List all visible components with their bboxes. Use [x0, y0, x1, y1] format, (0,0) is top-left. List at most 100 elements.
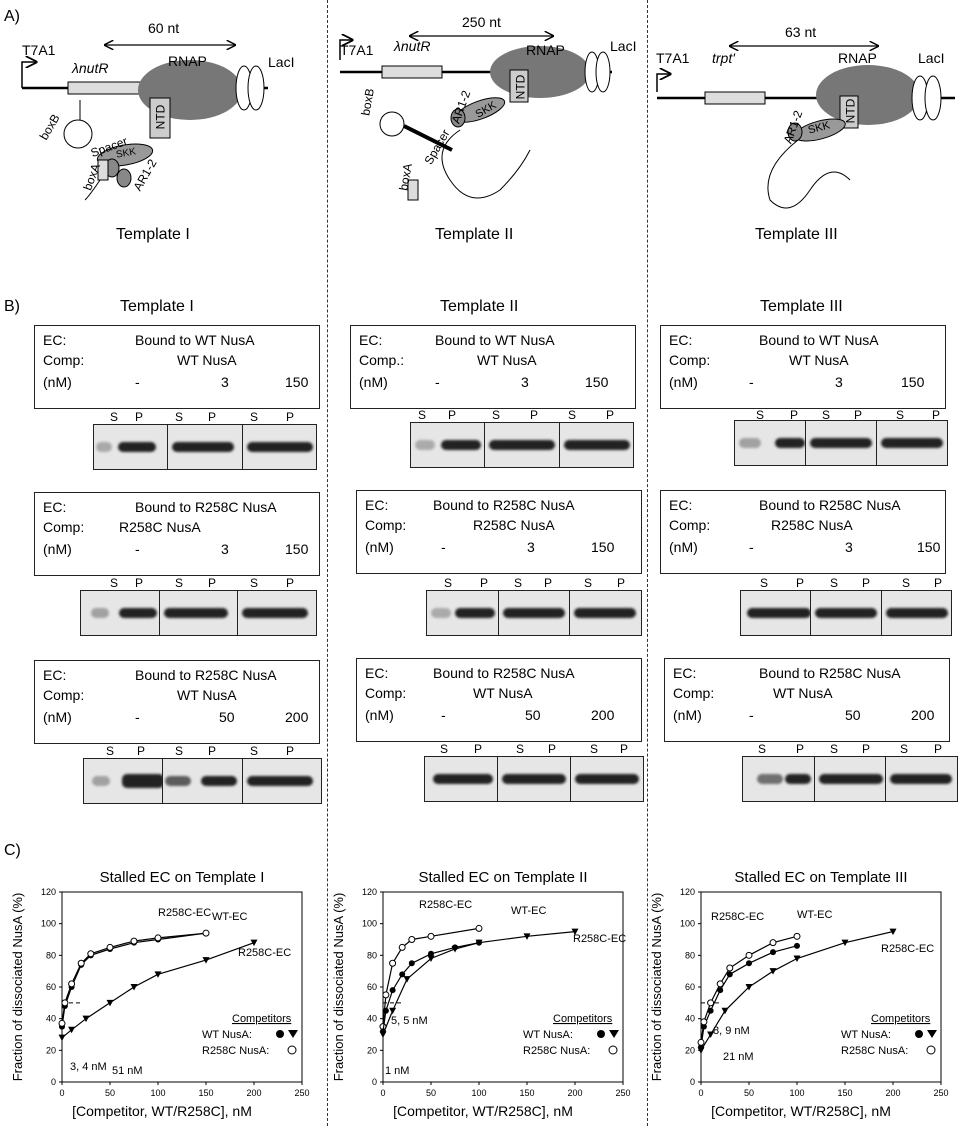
comp-value: WT NusA	[177, 352, 237, 368]
x-axis-label: [Competitor, WT/R258C], nM	[711, 1103, 891, 1119]
template-ii-promoter: T7A1	[340, 42, 374, 58]
data-point	[202, 957, 210, 964]
data-point	[87, 950, 95, 958]
template-ii-caption: Template II	[435, 226, 514, 243]
ec-label: EC:	[669, 332, 693, 348]
data-point	[769, 939, 777, 947]
data-point	[77, 959, 85, 967]
data-point	[389, 1007, 397, 1015]
data-point	[58, 1019, 66, 1027]
data-point	[745, 951, 753, 959]
legend-r258c-circle	[287, 1045, 297, 1055]
lane-p: P	[617, 576, 626, 590]
x-tick-label: 50	[426, 1088, 436, 1098]
ec-value: Bound to R258C NusA	[135, 499, 277, 515]
nm-label: (nM)	[669, 539, 698, 555]
conc-2: 150	[901, 374, 925, 390]
conc-1: 50	[219, 709, 235, 725]
x-tick-label: 50	[105, 1088, 115, 1098]
conc-0: -	[435, 374, 440, 390]
y-axis-label: Fraction of dissociated NusA (%)	[331, 893, 346, 1082]
data-point	[130, 984, 138, 991]
data-point	[770, 949, 776, 956]
kd-label: 1 nM	[385, 1065, 409, 1077]
x-tick-label: 150	[519, 1088, 534, 1098]
curve-annotation: WT-EC	[797, 909, 832, 921]
nm-label: (nM)	[365, 539, 394, 555]
lane-s: S	[440, 742, 449, 756]
data-point	[697, 1038, 705, 1046]
y-tick-label: 80	[46, 950, 56, 960]
comp-label: Comp:	[669, 517, 711, 533]
conc-0: -	[749, 707, 754, 723]
lane-s: S	[250, 410, 259, 424]
ec-label: EC:	[365, 497, 389, 513]
lane-p: P	[790, 408, 799, 422]
data-point	[700, 1018, 708, 1026]
panel-label-a: A)	[4, 8, 20, 25]
data-point	[82, 1015, 90, 1023]
y-tick-label: 100	[41, 919, 56, 929]
lane-s: S	[110, 410, 119, 424]
gel-t2-r2	[426, 590, 642, 636]
chart-template-ii: Stalled EC on Template II 0 20 40 60 80 100 120…	[323, 868, 643, 1126]
legend-wt-circle	[597, 1030, 605, 1038]
template-i-distance: 60 nt	[148, 20, 180, 36]
conc-2: 150	[917, 539, 941, 555]
ec-label: EC:	[673, 665, 697, 681]
template-iii-rnap: RNAP	[838, 50, 877, 66]
gel-box-t3-r3: EC: Bound to R258C NusA Comp: WT NusA (n…	[664, 658, 950, 742]
lane-s: S	[758, 742, 767, 756]
lane-p: P	[934, 576, 943, 590]
lane-p: P	[448, 408, 457, 422]
data-point	[697, 1047, 705, 1054]
data-point	[841, 939, 849, 947]
lane-p: P	[208, 576, 217, 590]
chart-template-iii: Stalled EC on Template III 0 20 40 60 80 100 12…	[643, 868, 963, 1126]
data-point	[389, 959, 397, 967]
gel-box-t2-r2: EC: Bound to R258C NusA Comp: R258C NusA…	[356, 490, 642, 574]
data-point	[427, 955, 435, 962]
lane-s: S	[250, 576, 259, 590]
conc-2: 150	[585, 374, 609, 390]
data-point	[707, 1007, 714, 1014]
gel-t3-r3	[742, 756, 958, 802]
lane-s: S	[250, 744, 259, 758]
fit-curve	[382, 942, 480, 1032]
data-point	[250, 939, 258, 947]
conc-1: 50	[845, 707, 861, 723]
y-tick-label: 20	[46, 1045, 56, 1055]
legend-r258c: R258C NusA:	[202, 1045, 269, 1057]
comp-value: R258C NusA	[119, 519, 201, 535]
conc-2: 200	[285, 709, 309, 725]
panel-c: Stalled EC on Template I 0 20 40 60 80 100 120 0…	[0, 868, 963, 1126]
legend-r258c-circle	[926, 1045, 936, 1055]
ec-value: Bound to WT NusA	[759, 332, 879, 348]
gel-box-t3-r1: EC: Bound to WT NusA Comp: WT NusA (nM) …	[660, 325, 946, 409]
data-point	[398, 943, 406, 951]
lane-p: P	[474, 742, 483, 756]
panel-label-b: B)	[4, 298, 20, 315]
data-point	[399, 971, 406, 978]
template-iii-laci: LacI	[918, 50, 945, 66]
comp-label: Comp:	[673, 685, 715, 701]
lane-s: S	[492, 408, 501, 422]
lane-p: P	[135, 576, 144, 590]
data-point	[726, 971, 733, 978]
chart-svg: Stalled EC on Template II 0 20 40 60 80 100 120…	[331, 869, 631, 1119]
comp-label: Comp.:	[359, 352, 405, 368]
y-tick-label: 20	[685, 1045, 695, 1055]
template-i-promoter: T7A1	[22, 42, 56, 58]
x-tick-label: 100	[150, 1088, 165, 1098]
comp-value: WT NusA	[477, 352, 537, 368]
ec-label: EC:	[43, 332, 67, 348]
lane-s: S	[418, 408, 427, 422]
lane-p: P	[286, 410, 295, 424]
data-point	[769, 968, 777, 975]
data-point	[106, 943, 114, 951]
legend-wt-circle	[276, 1030, 284, 1038]
lane-s: S	[902, 576, 911, 590]
panel-b-col2-title: Template II	[440, 298, 519, 315]
gel-box-t1-r1: EC: Bound to WT NusA Comp: WT NusA (nM) …	[34, 325, 320, 409]
conc-0: -	[135, 541, 140, 557]
